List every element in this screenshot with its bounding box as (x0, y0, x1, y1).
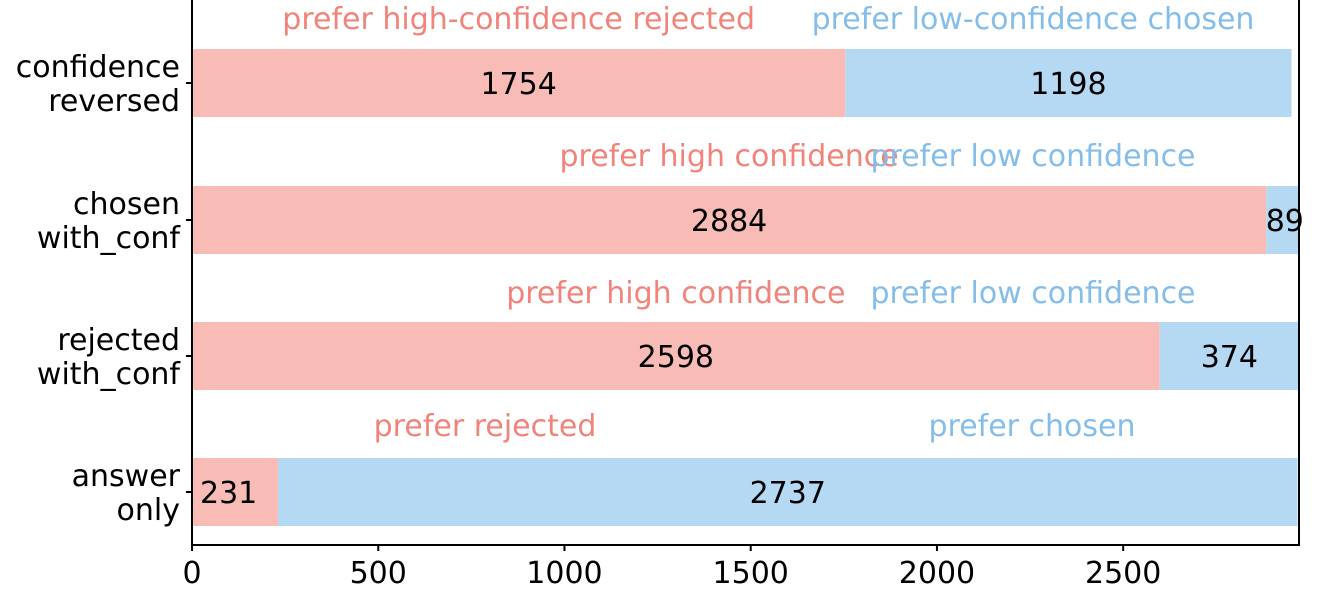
bar-left (192, 322, 1160, 390)
y-tick-label-line: confidence (16, 50, 180, 85)
bar-value-label: 1198 (1030, 67, 1106, 102)
y-tick-label-line: only (117, 493, 180, 528)
annotations-layer: prefer high-confidence rejected prefer lo… (282, 2, 1254, 444)
annotation-left: prefer high confidence (506, 276, 845, 311)
bar-value-label: 2737 (750, 476, 826, 511)
bar-right (1266, 186, 1300, 254)
x-tick-label: 1500 (713, 556, 789, 591)
bar-left (192, 49, 846, 117)
y-tick-label: answer only (72, 459, 181, 528)
x-tick-label: 1000 (526, 556, 602, 591)
y-tick-label: confidence reversed (16, 50, 180, 119)
y-tick-label-line: rejected (57, 323, 180, 358)
annotation-right: prefer chosen (928, 409, 1135, 444)
y-tick-label-line: with_conf (37, 221, 182, 256)
annotation-right: prefer low confidence (870, 276, 1195, 311)
x-tick-label: 500 (350, 556, 407, 591)
y-tick-label-line: reversed (48, 84, 180, 119)
annotation-right: prefer low confidence (870, 139, 1195, 174)
annotation-left: prefer high-confidence rejected (282, 2, 755, 37)
bar-left (192, 458, 279, 526)
x-tick-label: 2000 (899, 556, 975, 591)
bar-value-label: 1754 (480, 67, 556, 102)
bar-right (845, 49, 1292, 117)
annotation-right: prefer low-confidence chosen (812, 2, 1255, 37)
annotation-left: prefer rejected (374, 409, 597, 444)
y-tick-label-line: answer (72, 459, 181, 494)
y-tick-label-line: with_conf (37, 357, 182, 392)
bars-layer: 1754 1198 2884 89 2598 374 231 2737 (192, 49, 1304, 526)
y-tick-label: rejected with_conf (37, 323, 182, 392)
bar-right (1159, 322, 1299, 390)
bar-value-label: 374 (1201, 340, 1258, 375)
bar-value-label: 231 (200, 476, 257, 511)
y-tick-label-line: chosen (73, 187, 180, 222)
bar-value-label: 2884 (691, 204, 767, 239)
bar-value-label: 89 (1266, 204, 1304, 239)
bar-value-label: 2598 (638, 340, 714, 375)
x-tick-label: 2500 (1085, 556, 1161, 591)
annotation-left: prefer high confidence (559, 139, 898, 174)
bar-left (192, 186, 1267, 254)
x-tick-label: 0 (182, 556, 201, 591)
y-tick-label: chosen with_conf (37, 187, 182, 256)
bar-right (278, 458, 1298, 526)
